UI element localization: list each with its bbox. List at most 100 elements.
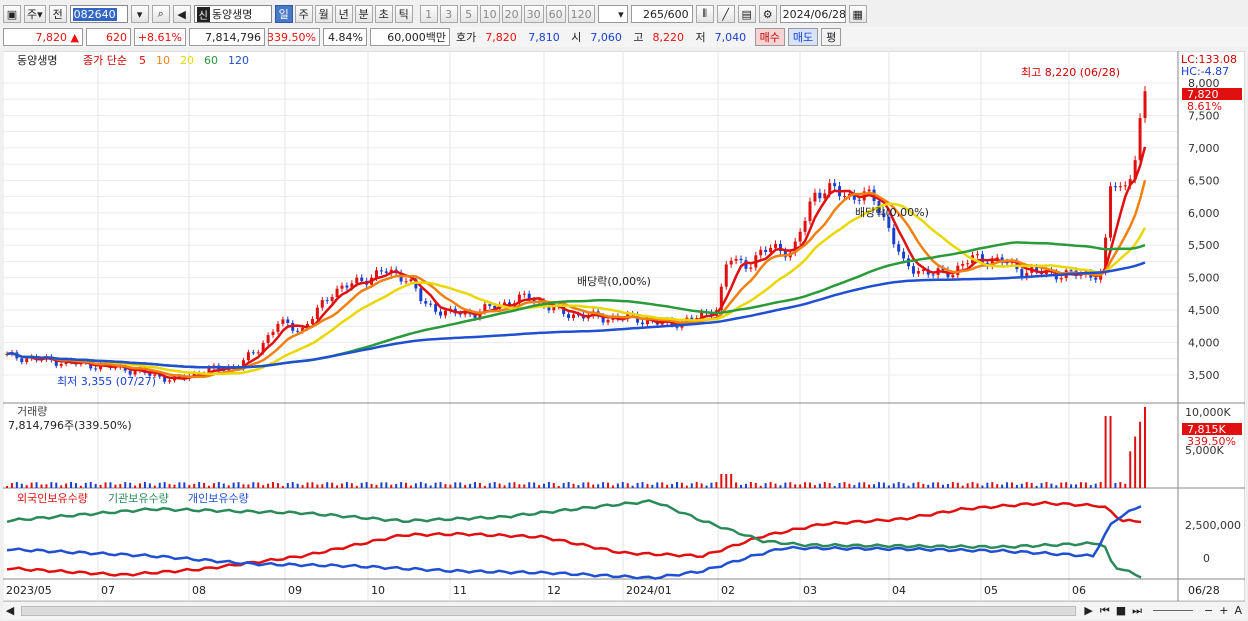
volume-bar xyxy=(873,484,876,488)
volume-bar xyxy=(488,483,491,488)
period-tab[interactable]: 일 xyxy=(274,5,293,23)
period-tab[interactable]: 주 xyxy=(294,5,313,23)
volume-bar xyxy=(429,485,432,488)
save-icon[interactable]: ▤ xyxy=(737,5,756,23)
candle-body xyxy=(700,311,704,319)
candle-body xyxy=(990,259,994,266)
last-icon[interactable]: ⏭ xyxy=(1132,603,1143,617)
candle-body xyxy=(606,319,610,323)
candle-body xyxy=(345,285,349,288)
volume-bar xyxy=(40,484,43,488)
stock-code-input[interactable]: 082640 xyxy=(69,5,128,23)
type-select[interactable]: 주 ▾ xyxy=(24,5,46,23)
volume-bar xyxy=(666,484,669,488)
volume-bar xyxy=(1124,483,1127,488)
count-field[interactable]: 265/600 xyxy=(630,5,693,23)
period-tab[interactable]: 초 xyxy=(374,5,393,23)
scroll-track[interactable] xyxy=(21,605,1077,616)
volume-bar xyxy=(715,482,718,488)
candle-body xyxy=(1143,91,1147,119)
candle-body xyxy=(980,254,984,263)
sell-button[interactable]: 매도 xyxy=(787,28,819,46)
volume-bar xyxy=(1045,482,1048,488)
stop-icon[interactable]: ■ xyxy=(1115,604,1127,617)
candle-body xyxy=(769,247,773,252)
prev-button[interactable]: 전 xyxy=(48,5,67,23)
volume-bar xyxy=(464,484,467,488)
buy-button[interactable]: 매수 xyxy=(754,28,785,46)
period-tab[interactable]: 년 xyxy=(334,5,353,23)
interval-tab[interactable]: 30 xyxy=(523,5,544,23)
candle-body xyxy=(458,313,462,315)
candle-icon[interactable]: ⫴ xyxy=(695,5,714,23)
volume-bar xyxy=(671,484,674,488)
chart-scrollbar[interactable]: ◀ ▶ ⏮ ■ ⏭ − + A xyxy=(3,601,1245,619)
volume-bar xyxy=(390,484,393,488)
x-axis-label: 09 xyxy=(288,584,302,597)
volume-bar xyxy=(345,482,348,488)
candle-body xyxy=(1069,270,1073,272)
gear-icon[interactable]: ⚙ xyxy=(758,5,777,23)
window-icon[interactable]: ▣ xyxy=(3,5,21,23)
volume-bar xyxy=(774,483,777,488)
search-icon[interactable]: ⌕ xyxy=(151,5,170,23)
interval-tab[interactable]: 10 xyxy=(479,5,500,23)
interval-tab[interactable]: 5 xyxy=(459,5,478,23)
volume-bar xyxy=(444,484,447,488)
period-tab[interactable]: 틱 xyxy=(394,5,413,23)
period-tab[interactable]: 분 xyxy=(354,5,373,23)
candle-body xyxy=(842,195,846,197)
scroll-left-icon[interactable]: ◀ xyxy=(5,604,15,617)
interval-tab[interactable]: 120 xyxy=(567,5,595,23)
zoom-slider[interactable] xyxy=(1153,610,1194,611)
last-pct-label: 8.61% xyxy=(1187,100,1222,113)
dividend-note: 배당락(0,00%) xyxy=(855,206,929,219)
interval-tab[interactable]: 20 xyxy=(501,5,522,23)
code-dropdown-icon[interactable]: ▾ xyxy=(130,5,149,23)
volume-bar xyxy=(646,483,649,488)
volume-bar xyxy=(424,483,427,488)
volume-bar xyxy=(1055,485,1058,488)
line-tool-icon[interactable]: ╱ xyxy=(716,5,735,23)
volume-bar xyxy=(572,483,575,488)
volume-value: 7,814,796 xyxy=(189,28,265,46)
volume-bar xyxy=(557,485,560,488)
open-label: 시 xyxy=(571,31,582,44)
avg-button[interactable]: 평 xyxy=(821,28,842,46)
volume-bar xyxy=(508,482,511,488)
interval-dropdown[interactable]: ▾ xyxy=(597,5,628,23)
x-axis-label: 03 xyxy=(803,584,817,597)
candle-body xyxy=(414,279,418,289)
candle-body xyxy=(764,249,768,252)
zoom-in-icon[interactable]: + xyxy=(1219,604,1229,617)
date-field[interactable]: 2024/06/28 xyxy=(779,5,846,23)
speaker-icon[interactable]: ◀ xyxy=(172,5,191,23)
volume-bar xyxy=(917,482,920,488)
interval-tab[interactable]: 1 xyxy=(419,5,438,23)
volume-bar xyxy=(306,482,309,488)
volume-bar xyxy=(414,483,417,488)
period-tab[interactable]: 월 xyxy=(314,5,333,23)
volume-bar xyxy=(740,484,743,488)
volume-bar xyxy=(242,484,245,488)
volume-bar xyxy=(887,485,890,488)
dividend-note: 배당락(0,00%) xyxy=(577,275,651,288)
candle-body xyxy=(729,260,733,265)
volume-bar xyxy=(124,482,127,488)
volume-bar xyxy=(1040,483,1043,488)
volume-bar xyxy=(690,483,693,488)
calendar-icon[interactable]: ▦ xyxy=(848,5,867,23)
font-icon[interactable]: A xyxy=(1234,604,1242,617)
volume-bar xyxy=(552,483,555,488)
interval-tab[interactable]: 60 xyxy=(545,5,566,23)
candle-body xyxy=(483,304,487,312)
interval-tab[interactable]: 3 xyxy=(439,5,458,23)
first-icon[interactable]: ⏮ xyxy=(1099,603,1110,617)
scroll-right-icon[interactable]: ▶ xyxy=(1084,604,1093,617)
volume-bar xyxy=(350,483,353,488)
candle-body xyxy=(419,288,423,302)
volume-bar xyxy=(336,485,339,488)
stock-name-field[interactable]: 신 동양생명 xyxy=(193,5,272,23)
zoom-out-icon[interactable]: − xyxy=(1204,604,1214,617)
